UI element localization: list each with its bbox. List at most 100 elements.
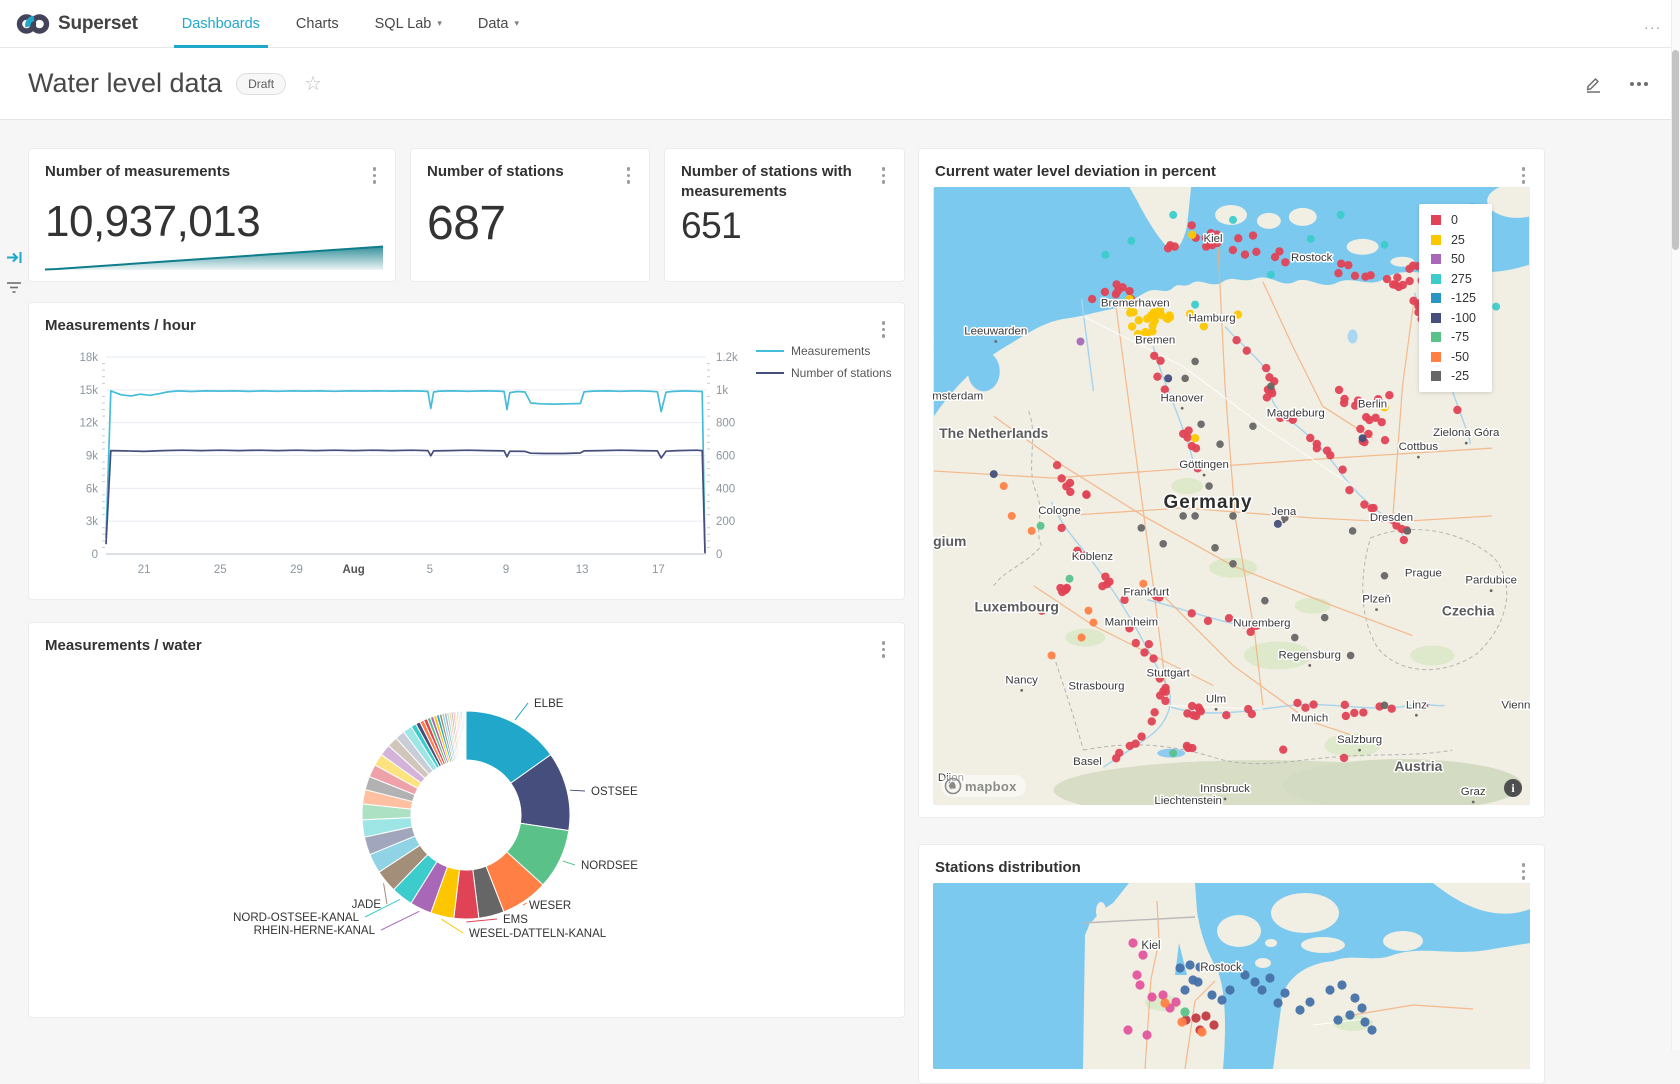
station-dot (1207, 990, 1217, 1000)
dot-group (1137, 357, 1412, 710)
legend-item--100[interactable]: -100 (1430, 311, 1476, 325)
y-axis-tick-left: 0 (92, 549, 98, 561)
station-dot (1357, 1003, 1367, 1013)
station-dot (1124, 300, 1133, 310)
legend-item--125[interactable]: -125 (1430, 291, 1476, 305)
city-label: Graz (1461, 786, 1486, 798)
x-axis-tick: 25 (214, 564, 227, 576)
panel-menu-button[interactable] (877, 316, 891, 343)
panel-menu-button[interactable] (368, 162, 382, 189)
station-dot (989, 470, 998, 479)
legend-item-25[interactable]: 25 (1430, 233, 1476, 247)
filter-icon[interactable] (6, 281, 22, 294)
filter-rail (0, 250, 28, 294)
station-dot (1358, 434, 1367, 443)
legend-item-275[interactable]: 275 (1430, 272, 1476, 286)
pencil-icon (1586, 78, 1600, 93)
legend-swatch (1430, 273, 1441, 284)
mapbox-attribution[interactable]: mapbox (941, 775, 1026, 797)
station-dot (1266, 270, 1275, 279)
donut-label: RHEIN-HERNE-KANAL (254, 925, 376, 937)
legend-swatch (1430, 312, 1441, 323)
legend-swatch (1430, 293, 1441, 303)
station-dot (1377, 417, 1386, 427)
dot-group (1160, 998, 1207, 1037)
nav-item-dashboards[interactable]: Dashboards (164, 0, 278, 48)
station-dot (1169, 210, 1178, 219)
donut-slice[interactable] (464, 710, 467, 761)
y-axis-tick-left: 9k (86, 451, 98, 463)
dot-cluster (1182, 741, 1349, 763)
scrollbar-thumb[interactable] (1672, 50, 1679, 250)
nav-item-sql-lab[interactable]: SQL Lab ▾ (357, 0, 460, 48)
city-label: Magdeburg (1267, 407, 1325, 419)
stations-map[interactable]: Kiel Rostock (933, 883, 1530, 1069)
station-dot (1208, 240, 1217, 250)
station-dot (1281, 514, 1289, 522)
dot-group (1036, 521, 1178, 758)
station-dot (1125, 624, 1134, 633)
station-dot (1191, 300, 1200, 309)
legend-item-50[interactable]: 50 (1430, 252, 1476, 266)
city-dot (1020, 688, 1024, 692)
nav-overflow-button[interactable]: ... (1644, 15, 1662, 32)
station-dot (1133, 329, 1143, 339)
panel-menu-button[interactable] (622, 162, 636, 189)
legend-item[interactable]: Number of stations (756, 366, 891, 380)
station-dot (1276, 413, 1285, 423)
city-label: Czechia (1442, 603, 1495, 619)
station-dot (1120, 595, 1129, 605)
panel-menu-button[interactable] (877, 636, 891, 663)
legend-item--75[interactable]: -75 (1430, 330, 1476, 344)
legend-item--25[interactable]: -25 (1430, 369, 1476, 383)
station-dot (1252, 621, 1262, 630)
station-dot (1140, 648, 1149, 657)
station-dot (1250, 977, 1260, 987)
station-dot (1369, 503, 1378, 513)
city-dot (1214, 707, 1218, 711)
station-dot (1062, 583, 1072, 593)
city-label: Berlin (1358, 398, 1387, 410)
station-dot (1380, 701, 1389, 710)
nav-item-data[interactable]: Data ▾ (460, 0, 537, 48)
edit-dashboard-button[interactable] (1583, 73, 1604, 94)
station-dot (1359, 708, 1368, 717)
nav-item-charts[interactable]: Charts (278, 0, 357, 48)
brand-name: Superset (58, 12, 138, 34)
roads (1144, 900, 1474, 1069)
station-dot (1194, 703, 1203, 712)
legend-item-0[interactable]: 0 (1430, 213, 1476, 227)
station-dot (1333, 1015, 1343, 1025)
station-dot (1066, 487, 1075, 497)
panel-menu-button[interactable] (1517, 858, 1531, 885)
station-dot (1382, 274, 1392, 284)
dashboard-menu-button[interactable] (1626, 78, 1652, 90)
station-dot (1100, 287, 1110, 297)
station-dot (1163, 244, 1173, 253)
deviation-map[interactable]: Kiel Rostock Leeuwarden Bremerhaven Hamburg B… (933, 187, 1530, 805)
station-dot (1306, 433, 1315, 443)
legend-item[interactable]: Measurements (756, 344, 870, 358)
city-label: Rostock (1200, 962, 1242, 974)
panel-title: Stations distribution (935, 859, 1081, 876)
dot-group (1187, 230, 1389, 443)
legend-item--50[interactable]: -50 (1430, 350, 1476, 364)
station-dot (1161, 683, 1170, 693)
legend-label: Number of stations (791, 366, 891, 380)
station-dot (1346, 651, 1355, 660)
country-borders (993, 411, 1508, 765)
map-info-button[interactable]: i (1504, 779, 1522, 797)
city-dot (1464, 441, 1468, 445)
y-axis-tick-right: 1.2k (716, 352, 738, 364)
legend-swatch (1430, 351, 1441, 362)
panel-menu-button[interactable] (877, 162, 891, 189)
station-dot (1312, 444, 1322, 453)
city-label: Zielona Góra (1433, 427, 1500, 439)
station-dot (1265, 373, 1274, 382)
station-dot (1201, 1011, 1211, 1021)
favorite-star-icon[interactable]: ☆ (304, 73, 323, 95)
superset-logo[interactable]: Superset (0, 12, 164, 36)
city-label: Koblenz (1072, 551, 1114, 563)
panel-menu-button[interactable] (1517, 162, 1531, 189)
expand-filters-icon[interactable] (6, 250, 23, 265)
